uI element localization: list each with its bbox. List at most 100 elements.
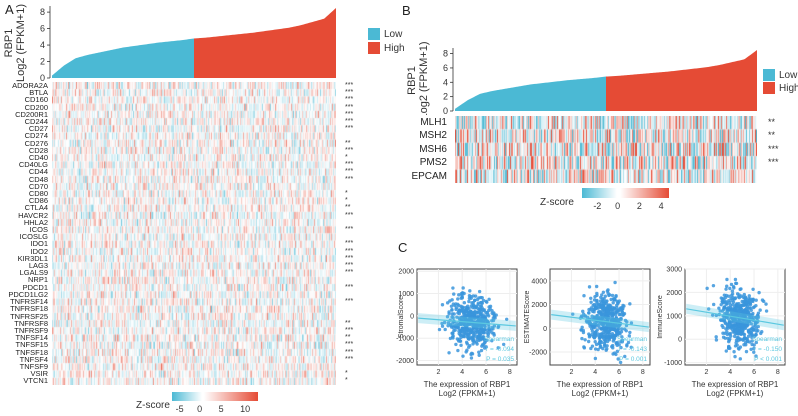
data-point — [600, 327, 604, 331]
significance-marker: *** — [345, 247, 354, 255]
significance-marker: *** — [345, 298, 354, 306]
significance-marker — [345, 219, 353, 226]
data-point — [592, 315, 597, 319]
data-point — [494, 313, 498, 317]
data-point — [591, 334, 596, 339]
data-point — [456, 309, 461, 313]
data-point — [457, 316, 461, 320]
data-point — [595, 328, 599, 332]
data-point — [493, 316, 497, 320]
data-point — [594, 284, 599, 289]
data-point — [599, 304, 603, 308]
data-point — [476, 317, 481, 322]
data-point — [449, 322, 453, 327]
data-point — [487, 297, 491, 302]
data-point — [467, 333, 471, 337]
data-point — [582, 293, 586, 298]
data-point — [629, 345, 633, 349]
data-point — [729, 334, 733, 338]
gene-label: BTLA — [29, 88, 48, 98]
data-point — [447, 351, 451, 355]
method-label: Spearman — [617, 336, 647, 343]
data-point — [607, 311, 611, 315]
data-point — [721, 325, 725, 330]
x-tick-label: 4 — [728, 369, 732, 376]
data-point — [740, 321, 744, 325]
y-tick-label: 0 — [678, 337, 682, 344]
significance-marker: *** — [345, 326, 354, 334]
data-point — [599, 311, 603, 316]
data-point — [750, 339, 754, 343]
data-point — [594, 342, 599, 347]
data-point — [492, 333, 496, 337]
data-point — [628, 302, 632, 306]
significance-marker: ** — [345, 204, 351, 212]
data-point — [457, 293, 461, 297]
significance-marker: * — [345, 370, 348, 378]
data-point — [581, 330, 586, 335]
gene-label: CD244 — [24, 117, 48, 127]
data-point — [745, 301, 749, 305]
data-point — [571, 312, 575, 316]
data-point — [482, 327, 487, 332]
panel-label-b: B — [402, 3, 411, 18]
data-point — [446, 324, 450, 328]
colorbar-ticks-b: -2 0 2 4 — [582, 201, 669, 213]
significance-marker: *** — [345, 118, 354, 126]
legend-a: Low High — [368, 28, 405, 54]
data-point — [587, 319, 592, 324]
data-point — [593, 356, 598, 361]
data-point — [758, 308, 762, 312]
data-point — [583, 338, 587, 342]
data-point — [754, 333, 758, 337]
data-point — [745, 339, 750, 344]
data-point — [619, 330, 624, 334]
significance-marker: ** — [768, 130, 776, 141]
significance-marker: * — [345, 154, 348, 162]
legend-label: Low — [779, 69, 798, 81]
legend-swatch-high — [368, 42, 380, 54]
data-point — [472, 340, 477, 344]
data-point — [733, 296, 737, 301]
x-tick-label: 2 — [436, 369, 440, 376]
data-point — [728, 286, 732, 291]
x-axis-label-2: Log2 (FPKM+1) — [707, 389, 764, 398]
data-point — [465, 342, 470, 346]
gene-label: VSIR — [30, 369, 48, 379]
data-point — [461, 322, 465, 326]
data-point — [739, 303, 744, 308]
significance-marker: ** — [345, 334, 351, 342]
data-point — [604, 299, 608, 304]
data-point — [581, 309, 585, 314]
data-point — [751, 297, 755, 302]
x-tick-label: 8 — [508, 369, 512, 376]
legend-swatch-low — [368, 28, 380, 40]
data-point — [492, 311, 496, 315]
data-point — [749, 322, 754, 326]
data-point — [490, 325, 495, 330]
data-point — [738, 309, 743, 313]
data-point — [591, 309, 595, 314]
colorbar-tick-label: 0 — [615, 201, 621, 211]
data-point — [724, 349, 728, 353]
data-point — [471, 326, 476, 331]
data-point — [764, 309, 769, 313]
data-point — [472, 310, 476, 315]
colorbar-ticks-a: -5 0 5 10 — [172, 404, 258, 416]
data-point — [605, 347, 609, 351]
data-point — [726, 309, 730, 314]
data-point — [473, 298, 477, 302]
data-point — [738, 357, 743, 361]
x-tick-label: 6 — [617, 369, 621, 376]
data-point — [458, 333, 463, 337]
y-axis-label: StromalScore — [398, 296, 405, 339]
legend-item-low: Low — [368, 28, 405, 40]
data-point — [461, 334, 465, 339]
data-point — [616, 318, 620, 323]
data-point — [461, 286, 465, 290]
data-point — [752, 343, 756, 347]
data-point — [477, 323, 482, 328]
data-point — [453, 303, 457, 308]
data-point — [731, 284, 736, 289]
data-point — [742, 296, 747, 301]
